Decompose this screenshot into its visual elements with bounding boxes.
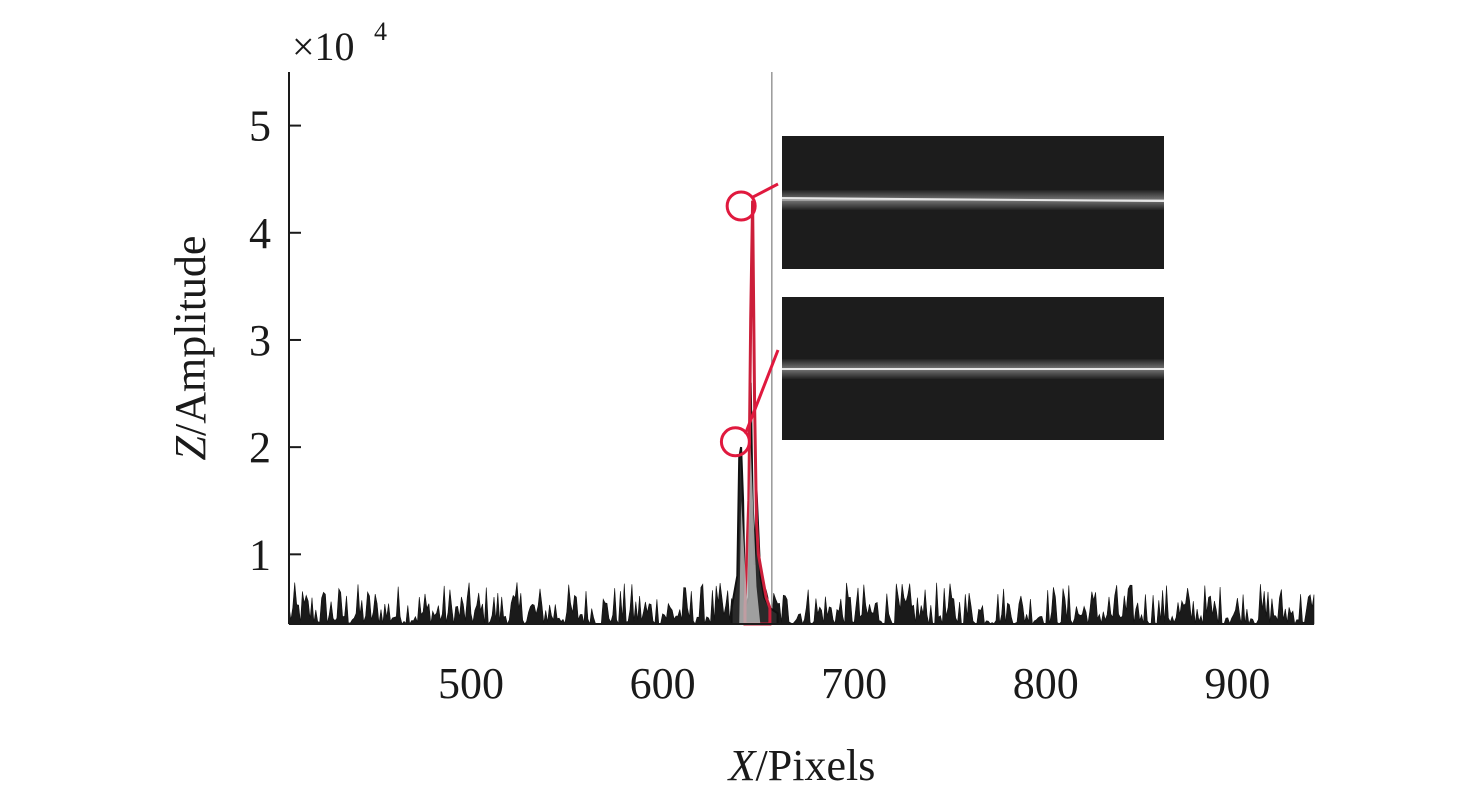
x-tick-label: 500 — [438, 659, 504, 708]
marker-pointer — [750, 182, 779, 200]
noise-floor — [288, 582, 1315, 626]
x-axis-label-var: X — [727, 741, 758, 790]
y-axis-label: Z/Amplitude — [166, 236, 215, 461]
top-inset-streak-core — [781, 197, 1165, 202]
marker-pointer — [744, 349, 780, 435]
svg-text:Z/Amplitude: Z/Amplitude — [166, 236, 215, 461]
peak-marker — [719, 426, 751, 458]
bottom-inset — [782, 297, 1164, 440]
axes — [288, 72, 1314, 625]
y-tick-label: 1 — [249, 530, 271, 579]
x-tick-label: 600 — [630, 659, 696, 708]
y-tick-label: 4 — [249, 209, 271, 258]
y-tick-label: 2 — [249, 423, 271, 472]
scale-factor-exponent: 4 — [374, 17, 387, 46]
peak-markers — [719, 182, 780, 458]
y-axis-label-unit: /Amplitude — [166, 236, 215, 436]
y-tick-label: 5 — [249, 102, 271, 151]
x-axis-label-unit: /Pixels — [756, 741, 876, 790]
x-tick-label: 900 — [1204, 659, 1270, 708]
top-inset — [781, 136, 1165, 269]
x-tick-label: 700 — [821, 659, 887, 708]
peak-marker — [725, 190, 757, 222]
scale-factor-base: ×10 — [292, 24, 355, 69]
x-tick-label: 800 — [1013, 659, 1079, 708]
scale-factor: ×10 4 — [292, 17, 387, 69]
y-tick-label: 3 — [249, 316, 271, 365]
x-axis-label: X/Pixels — [727, 741, 876, 790]
tick-labels: 1 2 3 4 5 500 600 700 800 900 — [249, 102, 1270, 708]
peak-fill — [739, 447, 761, 624]
plot-area — [288, 72, 1315, 626]
svg-text:X/Pixels: X/Pixels — [727, 741, 876, 790]
series-red-profile — [743, 200, 772, 626]
inset-images — [781, 136, 1165, 440]
y-axis-label-var: Z — [166, 435, 215, 460]
